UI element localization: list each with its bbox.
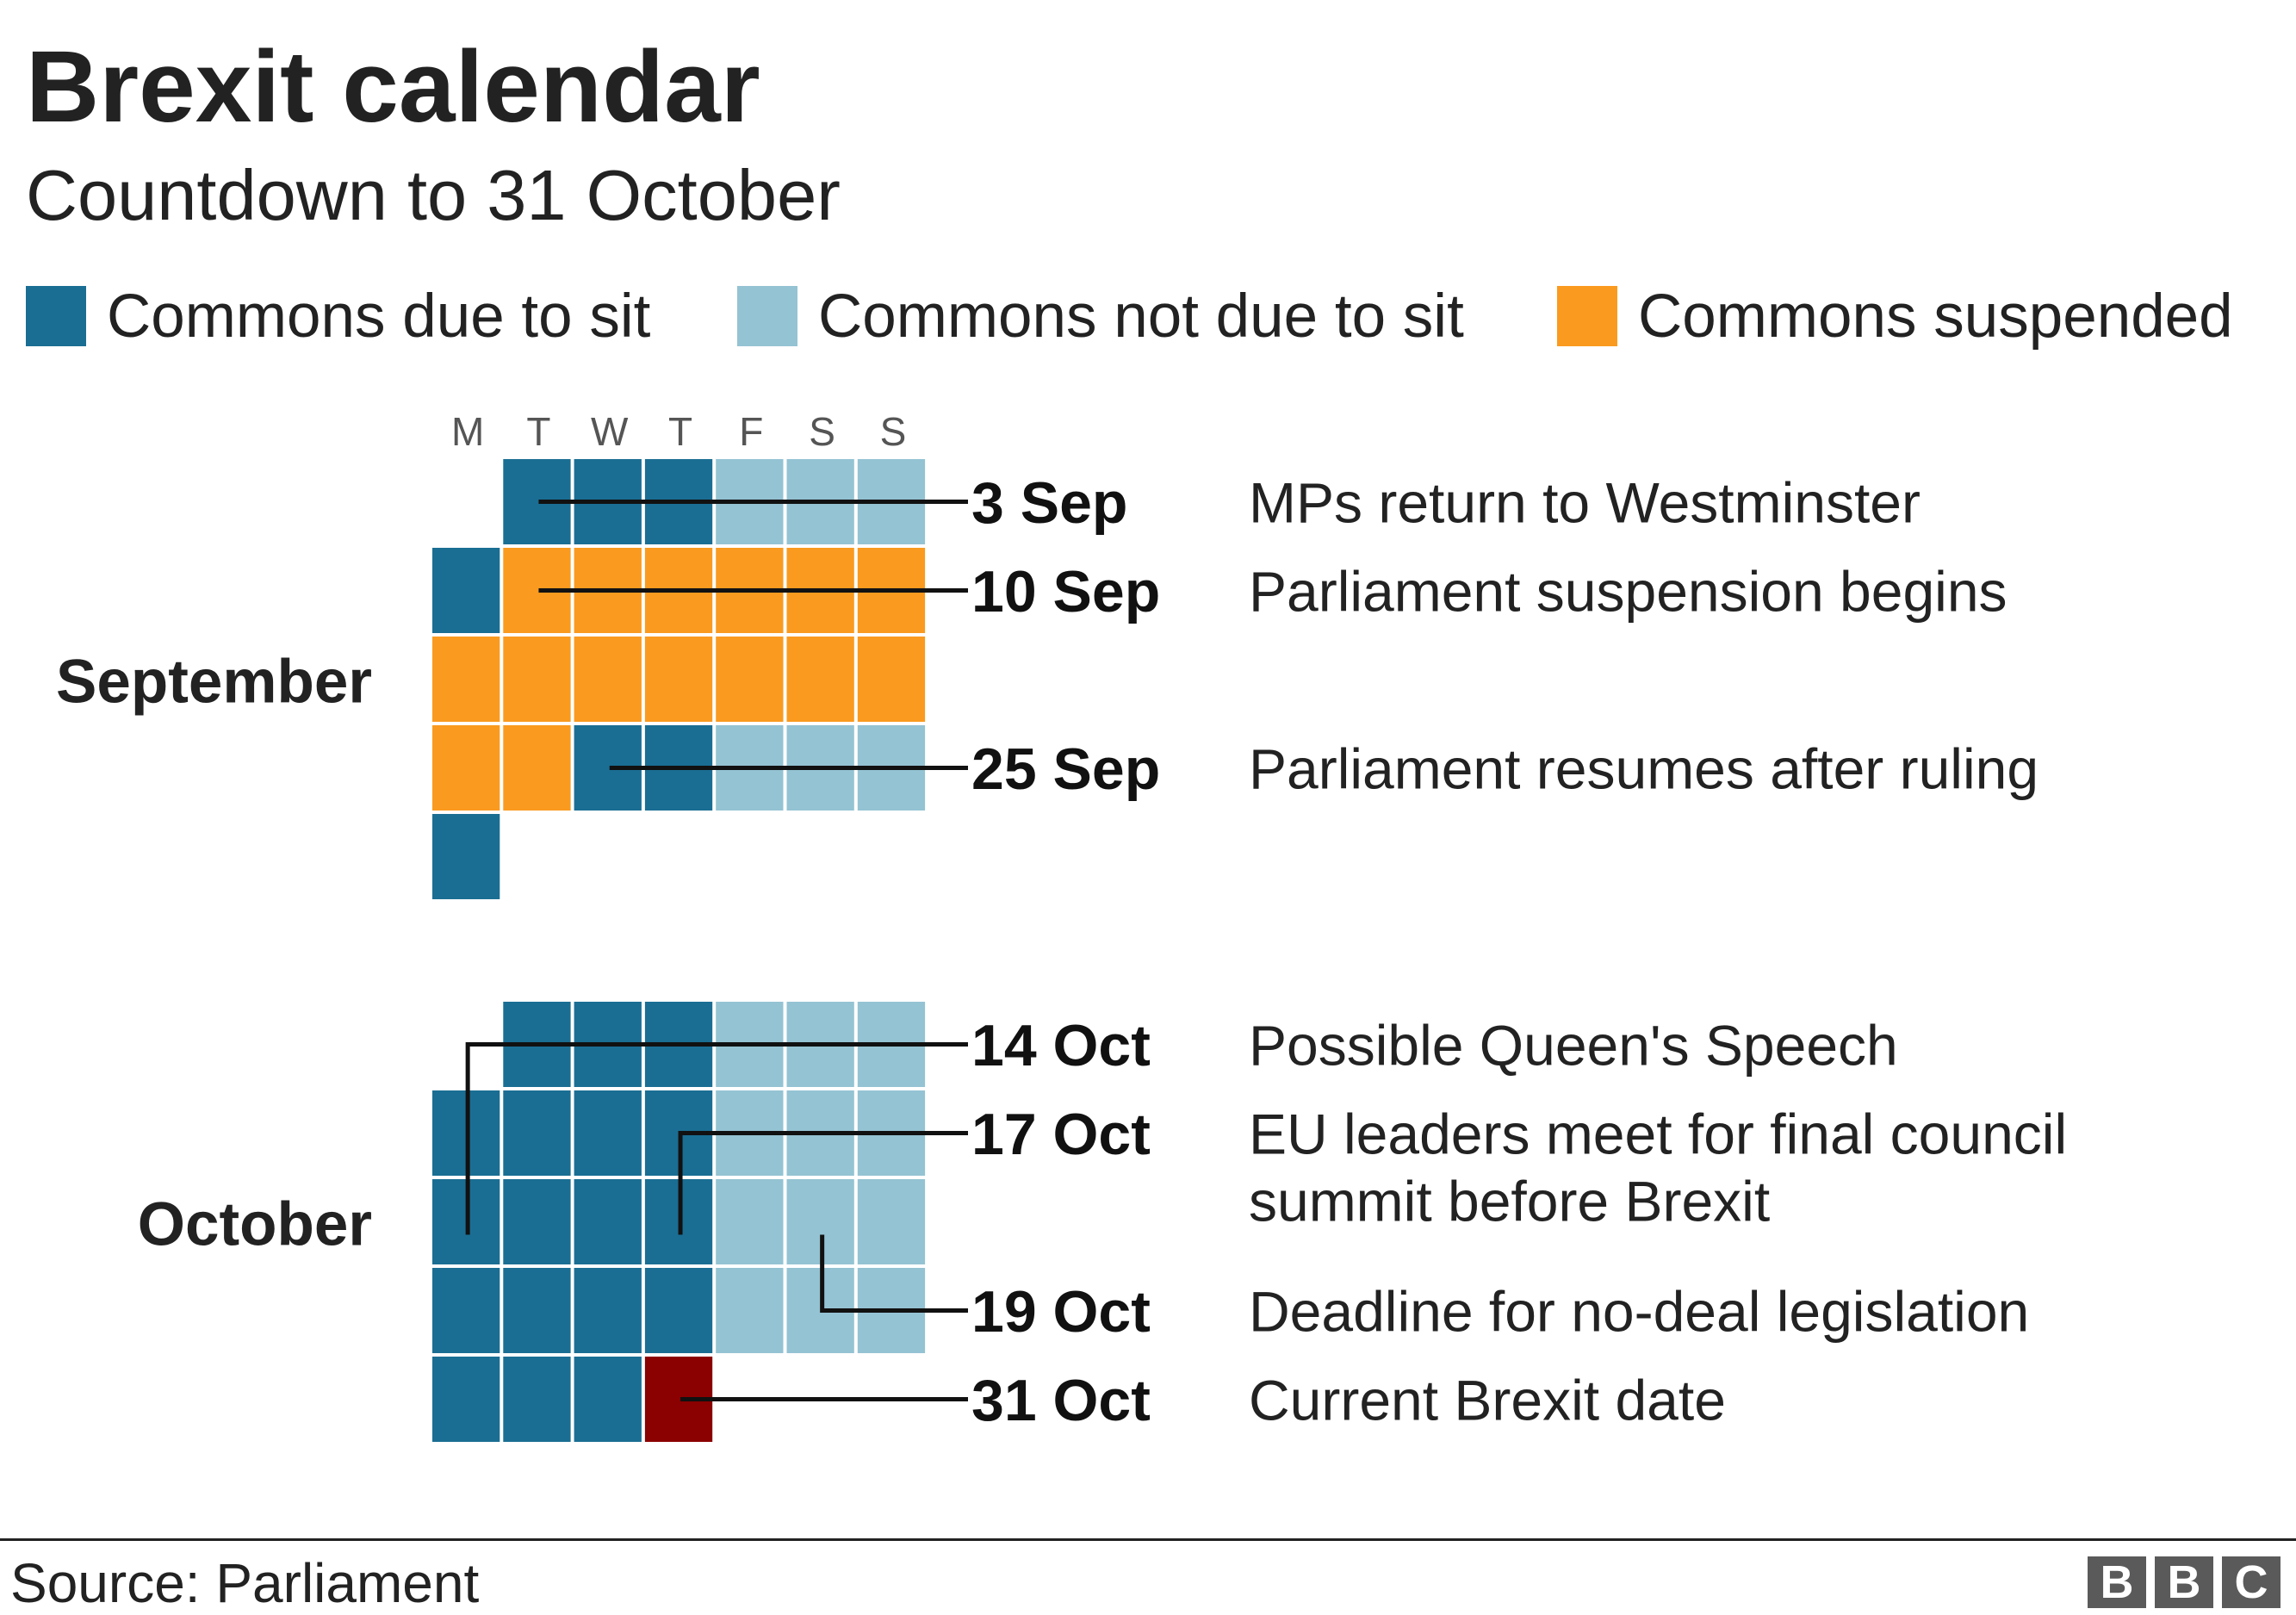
- calendar-day-cell: [716, 637, 784, 722]
- annotation-description: Current Brexit date: [1249, 1368, 1726, 1432]
- calendar-day-cell: [432, 637, 500, 722]
- annotation-date: 10 Sep: [971, 559, 1160, 624]
- legend-swatch-sit: [26, 286, 86, 346]
- month-label: October: [138, 1190, 372, 1258]
- legend-item-not-sit: Commons not due to sit: [737, 282, 1464, 351]
- calendar-day-cell: [857, 637, 926, 722]
- calendar-day-cell: [574, 1268, 642, 1353]
- calendar-day-cell: [644, 637, 713, 722]
- legend-swatch-suspended: [1557, 286, 1617, 346]
- annotation-leader-line: [465, 1042, 968, 1235]
- weekday-label: S: [809, 409, 835, 454]
- calendar-day-cell: [432, 548, 500, 633]
- annotation-date: 19 Oct: [971, 1279, 1151, 1345]
- footer-divider: [0, 1538, 2296, 1541]
- calendar-day-cell: [644, 1268, 713, 1353]
- annotation-date: 14 Oct: [971, 1013, 1151, 1078]
- annotation-date: 17 Oct: [971, 1102, 1151, 1167]
- annotation-description: MPs return to Westminster: [1249, 470, 1921, 534]
- source-note: Source: Parliament: [10, 1552, 480, 1614]
- chart-title: Brexit calendar: [26, 30, 760, 144]
- calendar-day-cell: [503, 1268, 571, 1353]
- chart-subtitle: Countdown to 31 October: [26, 155, 841, 235]
- bbc-logo-letter: C: [2222, 1556, 2280, 1608]
- annotation-leader-line: [678, 1131, 968, 1235]
- calendar-day-cell: [432, 1268, 500, 1353]
- calendar-day-cell: [503, 1357, 571, 1442]
- annotation-description: Deadline for no-deal legislation: [1249, 1279, 2029, 1343]
- annotation-date: 3 Sep: [971, 470, 1127, 536]
- calendar-day-cell: [503, 1179, 571, 1264]
- legend-label-suspended: Commons suspended: [1638, 282, 2233, 351]
- legend-swatch-not-sit: [737, 286, 797, 346]
- calendar-day-cell: [857, 1179, 926, 1264]
- calendar-day-cell: [503, 637, 571, 722]
- legend-item-sit: Commons due to sit: [26, 282, 651, 351]
- calendar-day-cell: [786, 637, 854, 722]
- calendar-day-cell: [716, 1179, 784, 1264]
- legend-label-not-sit: Commons not due to sit: [818, 282, 1464, 351]
- annotation-description: EU leaders meet for final council: [1249, 1102, 2067, 1165]
- weekday-label: S: [880, 409, 907, 454]
- weekday-label: T: [526, 409, 550, 454]
- calendar-day-cell: [574, 637, 642, 722]
- annotation-date: 31 Oct: [971, 1368, 1151, 1433]
- calendar-day-cell: [716, 1268, 784, 1353]
- calendar-day-cell: [574, 1357, 642, 1442]
- calendar-day-cell: [503, 725, 571, 811]
- calendar-day-cell: [432, 1357, 500, 1442]
- legend-item-suspended: Commons suspended: [1557, 282, 2233, 351]
- annotation-leader-line: [820, 1234, 968, 1313]
- calendar-day-cell: [503, 1090, 571, 1176]
- calendar-day-cell: [432, 814, 500, 899]
- annotation-description: summit before Brexit: [1249, 1169, 1770, 1233]
- bbc-logo-letter: B: [2155, 1556, 2213, 1608]
- annotation-description: Possible Queen's Speech: [1249, 1013, 1898, 1077]
- bbc-logo-letter: B: [2088, 1556, 2146, 1608]
- weekday-label: T: [668, 409, 692, 454]
- weekday-label: W: [591, 409, 629, 454]
- annotation-description: Parliament resumes after ruling: [1249, 736, 2038, 800]
- month-label: September: [56, 648, 372, 716]
- annotation-date: 25 Sep: [971, 736, 1160, 802]
- calendar-day-cell: [574, 1179, 642, 1264]
- bbc-logo: B B C: [2088, 1556, 2280, 1608]
- weekday-label: M: [451, 409, 484, 454]
- calendar-day-cell: [432, 725, 500, 811]
- calendar-day-cell: [574, 1090, 642, 1176]
- annotation-description: Parliament suspension begins: [1249, 559, 2007, 623]
- weekday-label: F: [739, 409, 763, 454]
- legend-label-sit: Commons due to sit: [107, 282, 651, 351]
